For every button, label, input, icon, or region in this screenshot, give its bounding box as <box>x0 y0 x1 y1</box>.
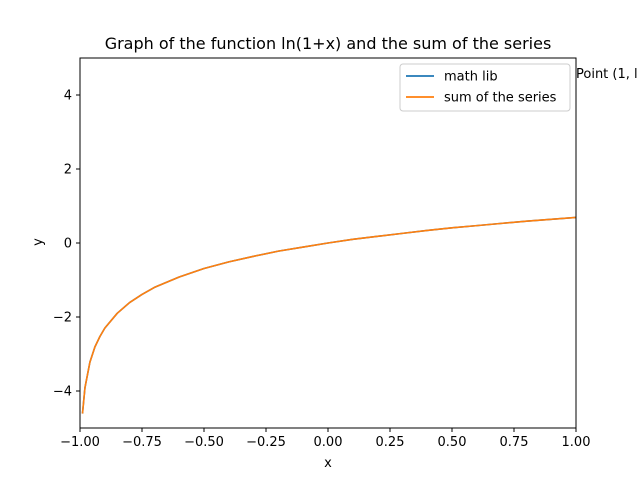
x-tick-label: −0.25 <box>246 435 286 450</box>
y-tick-label: 4 <box>64 89 72 104</box>
axes-layer: −1.00 −0.75 −0.50 −0.25 0.00 0.25 0.50 0.75 1.00… <box>53 57 591 450</box>
legend-label-2: sum of the series <box>444 91 557 106</box>
series-line-2 <box>81 216 576 414</box>
x-tick-label: −1.00 <box>60 435 100 450</box>
annotation-layer: Point (1, l <box>576 67 638 82</box>
y-axis-label: y <box>31 238 46 246</box>
y-tick-label: −2 <box>53 311 72 326</box>
x-tick-label: 1.00 <box>562 435 591 450</box>
series-layer <box>81 216 576 414</box>
x-tick-label: 0.50 <box>438 435 467 450</box>
x-tick-label: −0.50 <box>184 435 224 450</box>
x-axis-label: x <box>324 456 332 471</box>
x-tick-label: 0.00 <box>314 435 343 450</box>
y-tick-label: 2 <box>64 163 72 178</box>
x-tick-label: −0.75 <box>122 435 162 450</box>
y-tick-label: −4 <box>53 385 72 400</box>
chart-title: Graph of the function ln(1+x) and the su… <box>105 34 552 53</box>
x-tick-label: 0.75 <box>500 435 529 450</box>
legend-label-1: math lib <box>444 70 498 85</box>
legend: math lib sum of the series <box>399 63 571 112</box>
annotation-1: Point (1, l <box>576 67 638 82</box>
y-tick-label: 0 <box>64 237 72 252</box>
legend-box <box>399 63 571 112</box>
x-tick-label: 0.25 <box>376 435 405 450</box>
